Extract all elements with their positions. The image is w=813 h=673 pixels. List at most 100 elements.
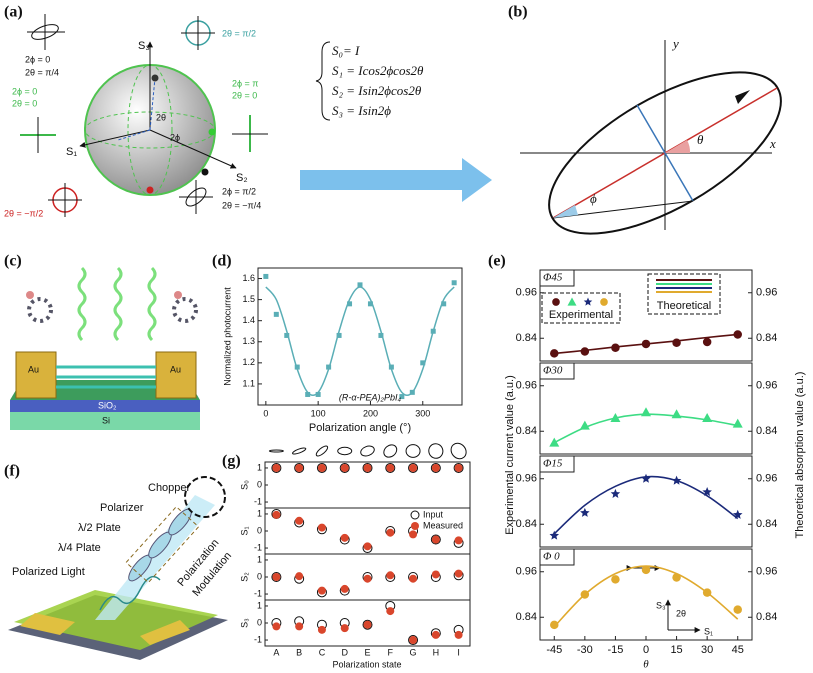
equation: S₃ = Isin2ϕ: [332, 103, 391, 118]
state-label: 2θ = π/4: [25, 67, 59, 77]
y-tick-label: 1.3: [242, 336, 255, 346]
data-point: [641, 473, 651, 483]
legend-label: Measured: [423, 520, 463, 530]
layer-label: Au: [170, 364, 181, 374]
electrode: [155, 351, 197, 399]
equation: S₁ = Icos2ϕcos2θ: [332, 63, 424, 78]
s2-axis: [149, 129, 237, 169]
x-tick-label: -15: [607, 644, 623, 656]
data-point: [451, 280, 457, 286]
x-tick-label: B: [296, 647, 302, 657]
y-tick-label: 1.5: [242, 294, 255, 304]
data-point: [315, 391, 321, 397]
data-point: [305, 391, 311, 397]
wave: [99, 575, 161, 611]
measured-point: [272, 573, 281, 581]
plot-frame: [539, 362, 753, 455]
x-tick-label: 15: [670, 644, 682, 656]
measured-point: [272, 622, 281, 631]
axis-label: S₃: [138, 40, 150, 52]
y-axis-label: S₃: [239, 618, 249, 628]
data-point: [610, 488, 621, 498]
data-point: [549, 530, 560, 540]
measured-point: [454, 463, 463, 472]
data-point: [580, 507, 590, 517]
data-point: [579, 420, 590, 430]
input-point: [453, 462, 464, 473]
legend-box: [647, 273, 721, 315]
input-point: [362, 462, 373, 473]
x-tick-label: 300: [415, 408, 430, 418]
y2-tick-label: 0.96: [756, 380, 777, 392]
legend-label: Experimental: [549, 309, 613, 321]
input-point: [385, 462, 396, 473]
x-tick-label: G: [410, 647, 417, 657]
measured-point: [340, 584, 349, 593]
measured-point: [363, 620, 372, 629]
title-box: [539, 455, 575, 473]
pol-icon: [360, 445, 375, 457]
data-point: [671, 475, 682, 485]
pol-icon: [337, 446, 353, 456]
y-tick-label: 1.6: [242, 273, 255, 283]
pol-icon: [268, 449, 284, 453]
state-dot: [201, 168, 209, 176]
y-tick-label: 0: [257, 525, 262, 535]
y-tick-label: 0: [257, 617, 262, 627]
y2-tick-label: 0.96: [756, 287, 777, 299]
measured-point: [272, 510, 281, 519]
input-point: [316, 462, 327, 473]
electrode: [15, 351, 57, 399]
pol-icon: [383, 444, 398, 458]
x-axis-label: Polarization state: [332, 659, 401, 669]
annotation: S₃: [656, 600, 666, 610]
measured-point: [409, 463, 418, 472]
x-tick-label: 45: [732, 644, 744, 656]
input-point: [430, 462, 441, 473]
measured-point: [317, 625, 326, 634]
data-point: [357, 282, 363, 288]
x-tick-label: -45: [546, 644, 562, 656]
x-tick-label: 0: [643, 644, 649, 656]
measured-point: [363, 463, 372, 472]
axis-label: S₂: [236, 172, 248, 184]
arrow: [300, 158, 492, 202]
data-point: [550, 349, 559, 358]
input-point: [271, 572, 282, 582]
measured-point: [409, 574, 418, 583]
data-point: [430, 328, 436, 334]
data-point: [367, 301, 373, 307]
pol-icon: [315, 445, 329, 457]
title-box: [539, 362, 575, 380]
measured-point: [386, 607, 395, 616]
substrate-top: [10, 380, 200, 400]
measured-point: [340, 624, 349, 633]
data-point: [580, 347, 590, 356]
state-label: 2ϕ = 0: [12, 86, 37, 96]
measured-point: [431, 463, 440, 472]
pol-icon: [450, 442, 467, 460]
x-tick-label: E: [364, 647, 370, 657]
data-point: [347, 301, 353, 307]
data-point: [549, 437, 560, 447]
measured-point: [454, 630, 463, 639]
data-point: [611, 343, 620, 352]
legend-marker: [583, 297, 593, 306]
data-point: [409, 389, 415, 395]
measured-point: [317, 463, 326, 472]
data-point: [284, 332, 290, 338]
data-point: [702, 487, 712, 497]
legend-marker: [410, 510, 420, 520]
legend-marker: [567, 297, 577, 306]
measured-point: [295, 463, 304, 472]
legend-label: Theoretical: [657, 300, 711, 312]
panel-label: (g): [222, 453, 241, 470]
y-tick-label: 0.96: [516, 473, 537, 485]
data-point: [641, 407, 651, 417]
x-tick-label: -30: [577, 644, 593, 656]
data-point: [378, 332, 384, 338]
y-tick-label: 0.96: [516, 380, 537, 392]
data-point: [441, 301, 447, 307]
state-label: 2ϕ = π/2: [222, 186, 256, 196]
input-point: [408, 462, 419, 473]
